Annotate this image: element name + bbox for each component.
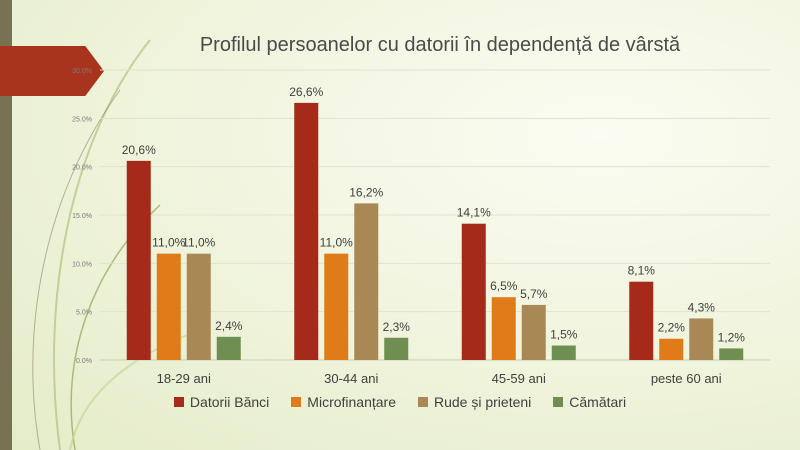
- data-label: 4,3%: [688, 300, 716, 314]
- bar: [521, 304, 546, 360]
- data-label: 2,3%: [383, 320, 411, 334]
- x-tick-label: 45-59 ani: [492, 371, 546, 386]
- data-label: 1,2%: [718, 330, 746, 344]
- bar: [324, 253, 349, 360]
- x-tick-label: 30-44 ani: [324, 371, 378, 386]
- legend-item: Datorii Bănci: [173, 394, 270, 410]
- legend-swatch: [291, 397, 302, 407]
- data-label: 2,4%: [215, 319, 243, 333]
- data-label: 11,0%: [320, 236, 353, 250]
- y-tick-label: 0.0%: [76, 358, 92, 365]
- data-label: 11,0%: [182, 236, 215, 250]
- data-label: 5,7%: [520, 287, 548, 301]
- data-label: 14,1%: [457, 206, 491, 220]
- legend-item: Microfinanțare: [291, 394, 396, 410]
- bar: [126, 160, 151, 360]
- data-label: 8,1%: [628, 264, 656, 278]
- bar: [461, 223, 486, 360]
- bar: [156, 253, 181, 360]
- legend-swatch: [173, 397, 184, 407]
- bar: [216, 336, 241, 360]
- data-label: 16,2%: [349, 185, 383, 199]
- legend-label: Microfinanțare: [307, 394, 396, 410]
- legend-label: Cămătari: [569, 394, 627, 410]
- bar: [354, 203, 379, 360]
- bar: [719, 348, 744, 360]
- bar: [491, 297, 516, 360]
- bar: [384, 337, 409, 360]
- y-tick-label: 15.0%: [72, 213, 92, 220]
- left-decor-band: [0, 0, 12, 450]
- bar: [659, 338, 684, 360]
- x-tick-label: 18-29 ani: [157, 371, 211, 386]
- legend-item: Rude și prieteni: [418, 394, 531, 410]
- legend-swatch: [553, 397, 564, 407]
- legend-label: Datorii Bănci: [189, 394, 270, 410]
- data-label: 6,5%: [490, 279, 518, 293]
- data-label: 26,6%: [289, 85, 323, 99]
- legend-swatch: [418, 397, 428, 407]
- y-tick-label: 5.0%: [76, 310, 92, 317]
- data-label: 20,6%: [122, 143, 156, 157]
- title-ribbon: [0, 46, 104, 96]
- y-tick-label: 25.0%: [72, 116, 92, 123]
- bar: [294, 102, 319, 360]
- data-label: 11,0%: [152, 236, 185, 250]
- x-tick-label: peste 60 ani: [651, 371, 722, 386]
- legend: Datorii Bănci Microfinanțare Rude și priet…: [0, 394, 800, 410]
- bar: [629, 281, 654, 360]
- bar: [551, 345, 576, 360]
- data-label: 2,2%: [658, 321, 686, 335]
- y-tick-label: 30.0%: [72, 68, 92, 75]
- chart-title: Profilul persoanelor cu datorii în depen…: [199, 34, 681, 56]
- y-tick-label: 10.0%: [72, 261, 92, 268]
- legend-label: Rude și prieteni: [434, 394, 532, 410]
- bar: [689, 318, 714, 360]
- legend-item: Cămătari: [553, 394, 626, 410]
- y-tick-label: 20.0%: [72, 165, 92, 172]
- data-label: 1,5%: [550, 328, 578, 342]
- bar: [186, 253, 211, 360]
